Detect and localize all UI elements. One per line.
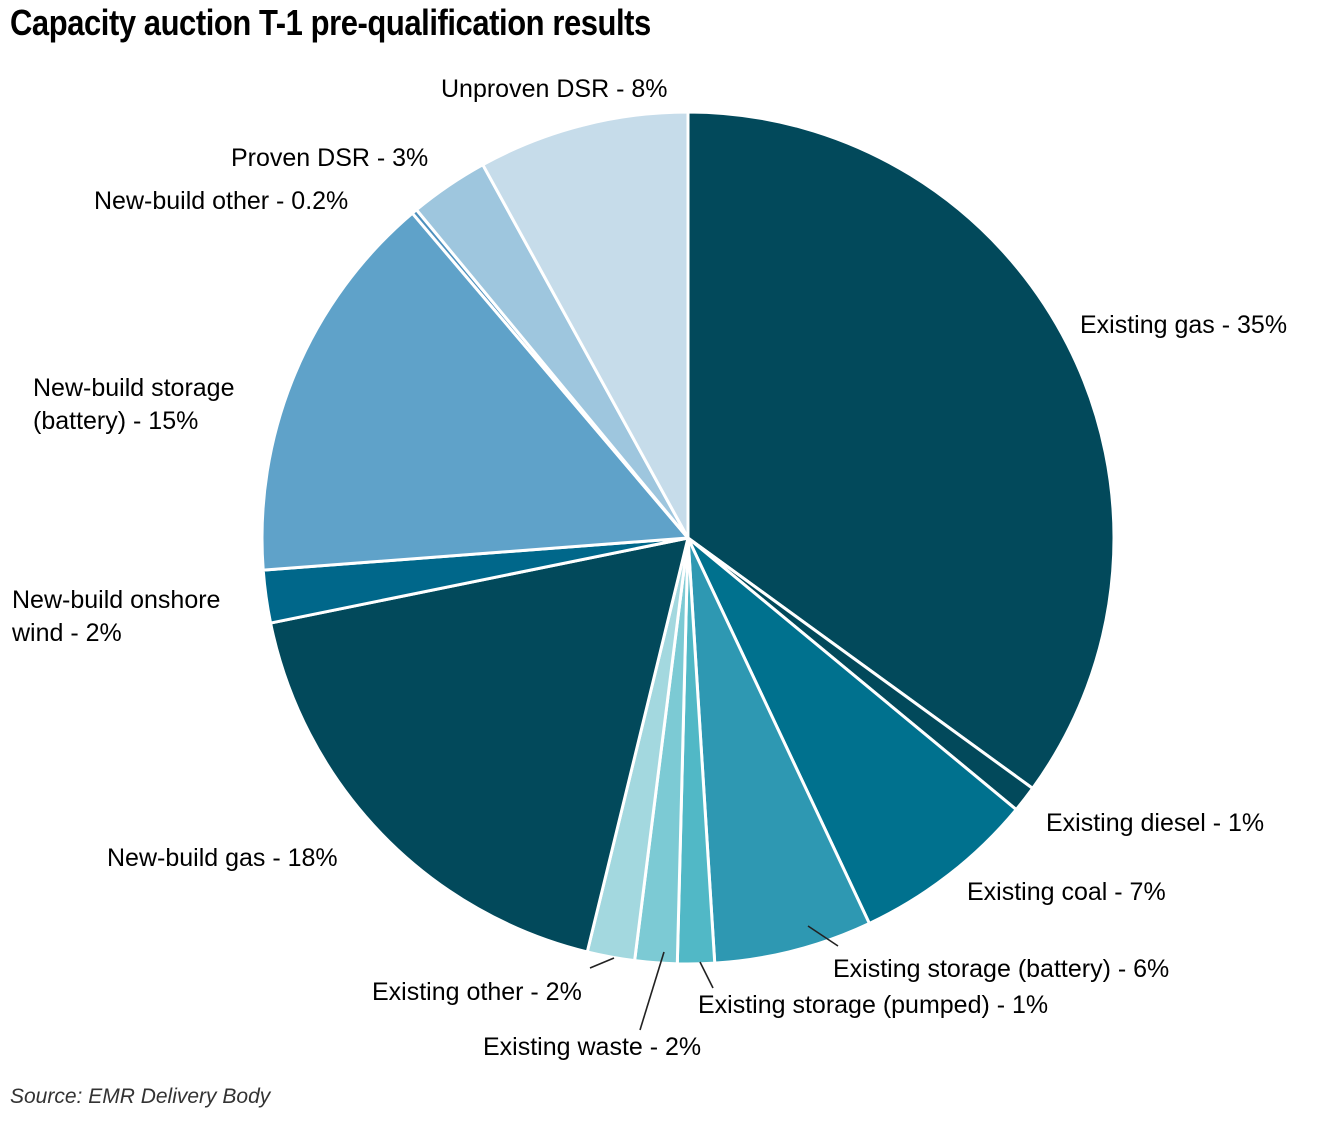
source-note: Source: EMR Delivery Body [10, 1085, 271, 1108]
slice-label: New-build storage (battery) - 15% [33, 374, 235, 435]
leader-lines [589, 925, 839, 1031]
slice-label: Existing storage (pumped) - 1% [698, 991, 1048, 1019]
leader-line [807, 925, 839, 947]
pie-slice [686, 536, 871, 965]
pie-slices [260, 110, 1116, 966]
pie-slice [481, 110, 690, 540]
pie-slice [269, 536, 690, 954]
slice-label: Existing coal - 7% [967, 878, 1166, 906]
slice-label: New-build other - 0.2% [94, 187, 348, 215]
pie-slice [686, 536, 1018, 925]
slice-label: Existing storage (battery) - 6% [833, 955, 1169, 983]
pie-slice [260, 211, 690, 572]
leader-line [589, 957, 615, 969]
slice-label: New-build gas - 18% [107, 844, 338, 872]
leader-line [639, 951, 665, 1031]
chart-title: Capacity auction T-1 pre-qualification r… [10, 2, 651, 43]
slice-label: Existing other - 2% [372, 978, 582, 1006]
slice-label: Existing diesel - 1% [1046, 809, 1264, 837]
pie-slice [686, 110, 1116, 790]
slice-label: Existing gas - 35% [1080, 311, 1287, 339]
slice-label: Unproven DSR - 8% [441, 75, 667, 103]
slice-label: New-build onshore wind - 2% [11, 586, 220, 647]
slice-labels: Existing gas - 35% Existing diesel - 1% Ex… [11, 75, 1287, 1061]
slice-label: Proven DSR - 3% [231, 144, 428, 172]
leader-line [699, 961, 714, 989]
slice-label: Existing waste - 2% [483, 1033, 701, 1061]
